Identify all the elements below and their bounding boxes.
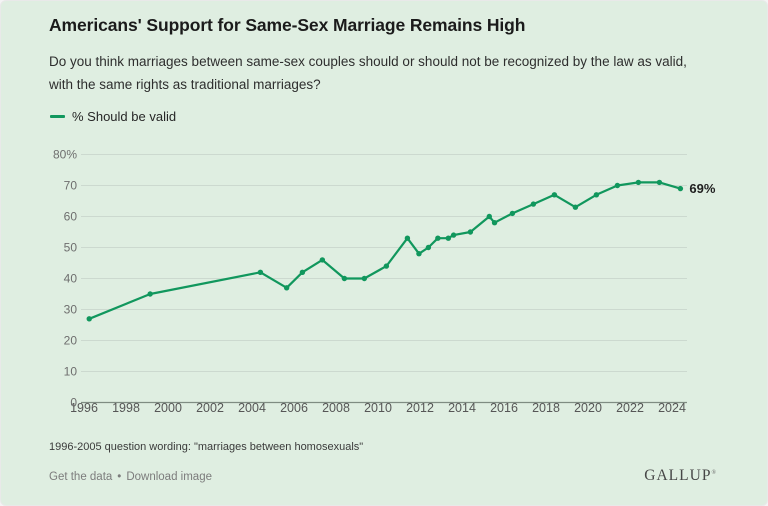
data-point-marker [614,182,621,189]
data-point-marker [299,269,306,275]
data-point-marker [257,269,264,275]
y-tick-label: 40 [64,272,78,286]
gallup-logo: GALLUP® [644,467,717,484]
y-tick-label: 0 [70,396,77,410]
y-tick-label: 60 [64,210,78,224]
x-tick-label: 2006 [280,401,308,415]
end-value-label: 69% [689,181,715,196]
data-point-marker [593,192,600,198]
legend-line-swatch [50,115,65,118]
trend-line [88,181,682,320]
x-tick-label: 2024 [658,401,686,415]
data-point-marker [425,244,432,251]
x-tick-label: 2000 [154,401,182,415]
page-title: Americans' Support for Same-Sex Marriage… [49,15,526,35]
y-tick-label: 80% [53,148,77,162]
x-tick-label: 2020 [574,401,602,415]
data-point-marker [656,179,663,186]
x-tick-label: 2010 [364,401,392,415]
x-tick-label: 1996 [70,401,98,415]
legend-label: % Should be valid [72,109,177,124]
data-point-marker [491,220,498,226]
data-point-marker [530,201,537,207]
data-point-marker [319,257,326,263]
data-point-marker [416,251,422,257]
y-tick-label: 50 [64,241,78,255]
x-tick-label: 2002 [196,401,224,415]
get-the-data-link[interactable]: Get the data [49,471,113,483]
data-point-marker [147,291,153,297]
x-tick-label: 2014 [448,401,476,415]
y-tick-label: 30 [64,303,78,317]
footer: Get the data • Download image GALLUP® [49,467,717,485]
x-tick-label: 2018 [532,401,560,415]
data-point-marker [635,179,642,186]
legend: % Should be valid [50,109,176,124]
data-point-marker [435,235,441,241]
x-tick-label: 2012 [406,401,434,415]
x-tick-label: 2022 [616,401,644,415]
survey-question-line2: with the same rights as traditional marr… [49,76,321,92]
question-wording-note: 1996-2005 question wording: "marriages b… [49,441,364,453]
registered-mark: ® [711,469,717,476]
data-point-marker [450,232,457,238]
data-point-marker [361,275,368,282]
data-point-marker [445,235,452,241]
data-point-marker [677,185,684,192]
data-point-marker [572,204,579,210]
x-tick-label: 2016 [490,401,518,415]
data-point-marker [404,235,411,241]
data-point-marker [467,229,474,235]
y-tick-label: 70 [64,179,78,193]
y-tick-label: 20 [64,334,78,348]
data-point-marker [341,275,348,282]
data-point-marker [86,316,92,322]
survey-question-line1: Do you think marriages between same-sex … [49,54,687,69]
y-tick-label: 10 [64,365,78,379]
data-point-marker [486,213,492,220]
x-tick-label: 2008 [322,401,350,415]
data-point-marker [509,210,516,217]
data-point-marker [551,192,558,198]
x-tick-label: 1998 [112,401,140,415]
survey-question: Do you think marriages between same-sex … [49,51,687,96]
data-point-marker [383,263,390,269]
data-point-marker [283,285,290,291]
download-image-link[interactable]: Download image [126,471,212,483]
x-tick-label: 2004 [238,401,266,415]
footer-separator: • [117,471,122,483]
